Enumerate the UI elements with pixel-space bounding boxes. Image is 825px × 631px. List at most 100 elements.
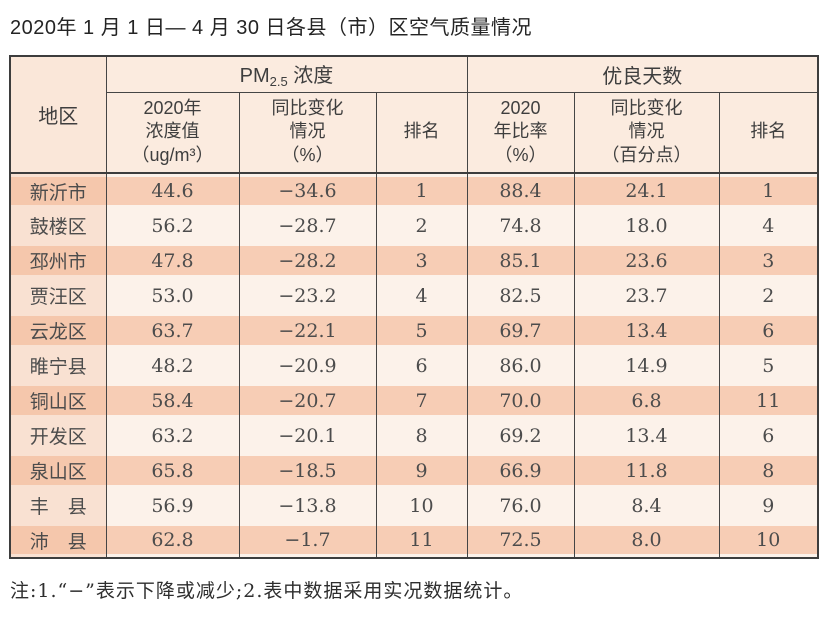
col-header-gd-rank: 排名 xyxy=(718,92,819,174)
cell-gd-rate: 88.4 xyxy=(466,173,575,208)
group-header-row: 地区 PM2.5 浓度 优良天数 xyxy=(9,56,819,174)
pm25-label: PM xyxy=(239,65,270,88)
cell-region: 鼓楼区 xyxy=(9,208,107,243)
cell-gd-rate: 82.5 xyxy=(466,278,575,313)
cell-region: 泉山区 xyxy=(9,453,107,488)
table-row: 新沂市 44.6 −34.6 1 88.4 24.1 1 xyxy=(9,173,819,208)
cell-gd-change: 13.4 xyxy=(573,313,720,348)
cell-gd-rank: 10 xyxy=(718,523,819,558)
cell-gd-change: 6.8 xyxy=(573,383,720,418)
table-body: 新沂市 44.6 −34.6 1 88.4 24.1 1 鼓楼区 56.2 −2… xyxy=(9,173,819,558)
cell-gd-rank: 9 xyxy=(718,488,819,523)
cell-gd-rank: 4 xyxy=(718,208,819,243)
col-header-gd-change: 同比变化 情况 （百分点） xyxy=(573,92,720,174)
cell-gd-change: 14.9 xyxy=(573,348,720,383)
cell-pm-change: −13.8 xyxy=(238,488,377,523)
cell-pm-rank: 2 xyxy=(375,208,468,243)
cell-pm-change: −34.6 xyxy=(238,173,377,208)
cell-pm-value: 56.2 xyxy=(105,208,240,243)
cell-pm-rank: 5 xyxy=(375,313,468,348)
air-quality-table: 地区 PM2.5 浓度 优良天数 2020年 浓度值 （ug/m³） 同比变化 … xyxy=(9,55,820,559)
table-header: 地区 PM2.5 浓度 优良天数 2020年 浓度值 （ug/m³） 同比变化 … xyxy=(9,56,819,174)
pm25-label-suffix: 浓度 xyxy=(287,65,334,88)
footnote: 注:1.“−”表示下降或减少;2.表中数据采用实况数据统计。 xyxy=(10,580,524,602)
table-row: 铜山区 58.4 −20.7 7 70.0 6.8 11 xyxy=(9,383,819,418)
cell-gd-rate: 74.8 xyxy=(466,208,575,243)
cell-pm-rank: 6 xyxy=(375,348,468,383)
cell-pm-value: 63.2 xyxy=(105,418,240,453)
table-row: 丰 县 56.9 −13.8 10 76.0 8.4 9 xyxy=(9,488,819,523)
col-group-good-days: 优良天数 xyxy=(466,56,819,93)
cell-pm-change: −18.5 xyxy=(238,453,377,488)
cell-gd-rate: 66.9 xyxy=(466,453,575,488)
cell-gd-rank: 5 xyxy=(718,348,819,383)
cell-region: 沛 县 xyxy=(9,523,107,558)
cell-pm-change: −20.1 xyxy=(238,418,377,453)
cell-pm-change: −23.2 xyxy=(238,278,377,313)
col-header-region: 地区 xyxy=(9,56,107,174)
table-row: 开发区 63.2 −20.1 8 69.2 13.4 6 xyxy=(9,418,819,453)
cell-gd-change: 18.0 xyxy=(573,208,720,243)
col-header-gd-rate: 2020 年比率 （%） xyxy=(466,92,575,174)
cell-pm-value: 44.6 xyxy=(105,173,240,208)
cell-gd-rate: 86.0 xyxy=(466,348,575,383)
cell-pm-change: −28.7 xyxy=(238,208,377,243)
page-title: 2020年 1 月 1 日— 4 月 30 日各县（市）区空气质量情况 xyxy=(10,17,533,39)
cell-pm-rank: 9 xyxy=(375,453,468,488)
cell-region: 贾汪区 xyxy=(9,278,107,313)
cell-pm-rank: 8 xyxy=(375,418,468,453)
cell-pm-value: 47.8 xyxy=(105,243,240,278)
cell-gd-change: 23.6 xyxy=(573,243,720,278)
cell-gd-change: 8.4 xyxy=(573,488,720,523)
cell-gd-rank: 1 xyxy=(718,173,819,208)
cell-pm-change: −20.7 xyxy=(238,383,377,418)
col-group-pm25: PM2.5 浓度 xyxy=(105,56,468,93)
cell-pm-value: 62.8 xyxy=(105,523,240,558)
cell-gd-rate: 76.0 xyxy=(466,488,575,523)
cell-gd-rank: 11 xyxy=(718,383,819,418)
cell-gd-rank: 3 xyxy=(718,243,819,278)
cell-gd-rate: 70.0 xyxy=(466,383,575,418)
col-header-pm-value: 2020年 浓度值 （ug/m³） xyxy=(105,92,240,174)
col-header-pm-rank: 排名 xyxy=(375,92,468,174)
table-row: 沛 县 62.8 −1.7 11 72.5 8.0 10 xyxy=(9,523,819,558)
cell-region: 丰 县 xyxy=(9,488,107,523)
table-row: 邳州市 47.8 −28.2 3 85.1 23.6 3 xyxy=(9,243,819,278)
pm25-subscript: 2.5 xyxy=(269,74,288,90)
cell-gd-rate: 69.7 xyxy=(466,313,575,348)
cell-pm-change: −1.7 xyxy=(238,523,377,558)
table-row: 睢宁县 48.2 −20.9 6 86.0 14.9 5 xyxy=(9,348,819,383)
cell-gd-rate: 72.5 xyxy=(466,523,575,558)
cell-region: 云龙区 xyxy=(9,313,107,348)
table-row: 云龙区 63.7 −22.1 5 69.7 13.4 6 xyxy=(9,313,819,348)
cell-region: 开发区 xyxy=(9,418,107,453)
cell-gd-rank: 8 xyxy=(718,453,819,488)
cell-pm-rank: 4 xyxy=(375,278,468,313)
cell-region: 铜山区 xyxy=(9,383,107,418)
cell-gd-change: 11.8 xyxy=(573,453,720,488)
cell-gd-change: 24.1 xyxy=(573,173,720,208)
table-row: 泉山区 65.8 −18.5 9 66.9 11.8 8 xyxy=(9,453,819,488)
table-row: 鼓楼区 56.2 −28.7 2 74.8 18.0 4 xyxy=(9,208,819,243)
cell-gd-change: 23.7 xyxy=(573,278,720,313)
cell-gd-change: 8.0 xyxy=(573,523,720,558)
cell-region: 新沂市 xyxy=(9,173,107,208)
cell-region: 邳州市 xyxy=(9,243,107,278)
cell-pm-rank: 11 xyxy=(375,523,468,558)
table-row: 贾汪区 53.0 −23.2 4 82.5 23.7 2 xyxy=(9,278,819,313)
cell-pm-rank: 10 xyxy=(375,488,468,523)
cell-region: 睢宁县 xyxy=(9,348,107,383)
cell-pm-change: −28.2 xyxy=(238,243,377,278)
cell-pm-change: −22.1 xyxy=(238,313,377,348)
cell-pm-value: 65.8 xyxy=(105,453,240,488)
cell-gd-rank: 6 xyxy=(718,313,819,348)
sub-header-row: 2020年 浓度值 （ug/m³） 同比变化 情况 （%） 排名 2020 年比… xyxy=(10,92,819,174)
cell-pm-value: 63.7 xyxy=(105,313,240,348)
cell-pm-value: 48.2 xyxy=(105,348,240,383)
cell-gd-rank: 2 xyxy=(718,278,819,313)
cell-pm-rank: 1 xyxy=(375,173,468,208)
cell-pm-rank: 3 xyxy=(375,243,468,278)
cell-pm-value: 56.9 xyxy=(105,488,240,523)
cell-pm-rank: 7 xyxy=(375,383,468,418)
cell-pm-value: 58.4 xyxy=(105,383,240,418)
